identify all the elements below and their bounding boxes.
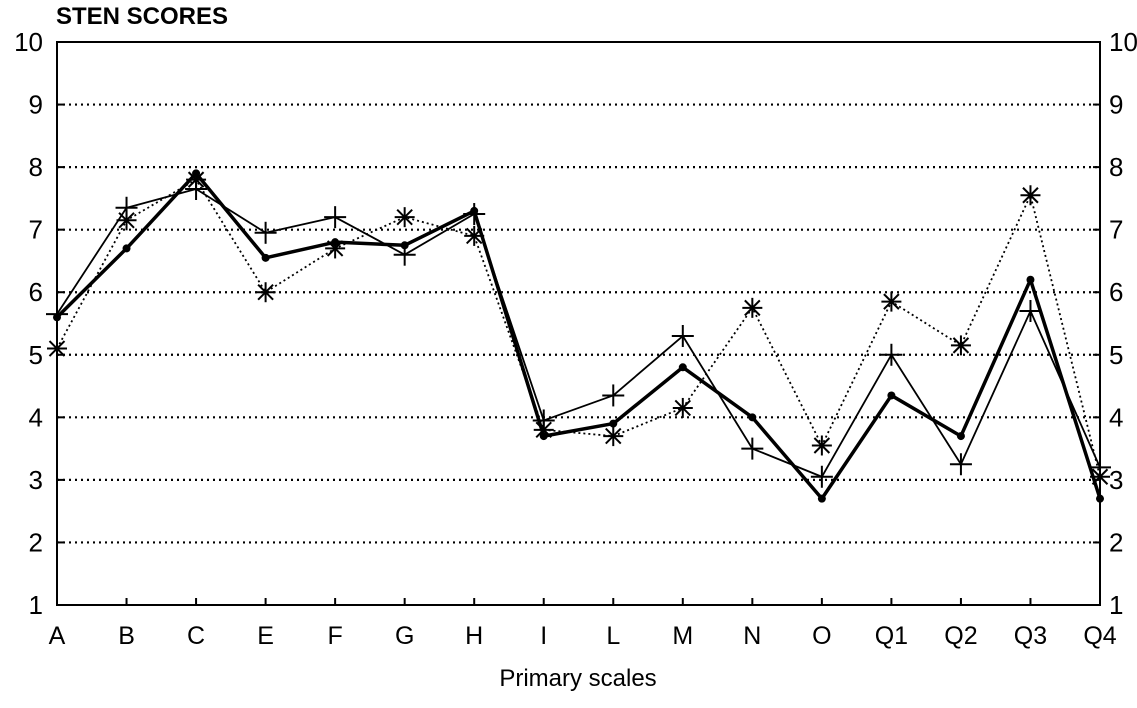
series-3-point — [533, 419, 554, 440]
series-3-point — [603, 426, 624, 447]
y-tick-label-right: 6 — [1109, 277, 1123, 307]
ast-d2 — [396, 208, 413, 226]
x-tick-label: A — [49, 622, 66, 650]
series-3-point — [325, 238, 346, 259]
x-tick-label: F — [327, 622, 342, 650]
series-3-line — [56, 178, 1101, 477]
y-tick-label-left: 8 — [29, 152, 43, 182]
x-tick-label: I — [540, 622, 547, 650]
y-tick-label-left: 2 — [29, 527, 43, 557]
series-2-point — [949, 453, 972, 476]
y-tick-label-right: 1 — [1109, 590, 1123, 620]
y-tick-label-right: 7 — [1109, 215, 1123, 245]
y-tick-label-right: 3 — [1109, 465, 1123, 495]
x-tick-label: Q1 — [875, 622, 908, 650]
series-2-point — [1019, 299, 1042, 322]
ast-d2 — [744, 299, 761, 317]
series-3-point — [255, 282, 276, 303]
x-tick-label: B — [118, 622, 135, 650]
series-3-point — [1020, 185, 1041, 206]
x-tick-label: H — [465, 622, 483, 650]
plot-frame — [56, 41, 1101, 606]
x-tick-label: O — [812, 622, 831, 650]
x-tick-label: Q3 — [1014, 622, 1047, 650]
x-tick-label: G — [395, 622, 414, 650]
series-1-point — [1026, 275, 1035, 284]
y-tick-label-right: 9 — [1109, 90, 1123, 120]
series-1-point — [678, 363, 687, 372]
x-tick-label: E — [257, 622, 274, 650]
y-tick-label-left: 9 — [29, 90, 43, 120]
series-2-point — [741, 437, 764, 460]
series-3-point — [394, 207, 415, 228]
x-tick-label: C — [187, 622, 205, 650]
ast-d2 — [605, 427, 622, 445]
series-2-point — [324, 206, 347, 229]
y-tick-label-right: 8 — [1109, 152, 1123, 182]
ast-d2 — [48, 340, 66, 357]
x-tick-label: M — [672, 622, 693, 650]
y-tick-label-right: 2 — [1109, 527, 1123, 557]
series-3-point — [47, 338, 67, 359]
series-3-point — [950, 335, 971, 356]
series-2-point — [671, 325, 694, 348]
y-tick-label-left: 5 — [29, 340, 43, 370]
series-3-point — [1090, 466, 1110, 487]
y-tick-label-right: 5 — [1109, 340, 1123, 370]
series-1-point — [1096, 494, 1104, 503]
ast-d2 — [883, 293, 900, 310]
ast-d2 — [465, 227, 483, 245]
y-tick-label-left: 10 — [14, 27, 43, 57]
y-tick-label-left: 6 — [29, 277, 43, 307]
y-tick-label-left: 1 — [29, 590, 43, 620]
series-1-point — [887, 391, 896, 400]
x-tick-label: L — [606, 622, 620, 650]
series-3-point — [464, 225, 485, 246]
series-3-point — [742, 297, 763, 318]
series-2-line — [56, 188, 1101, 478]
series-2-point — [393, 243, 416, 266]
ast-d2 — [187, 171, 205, 188]
series-3-point — [186, 169, 207, 190]
series-1-point — [609, 419, 618, 428]
ast-d2 — [257, 284, 274, 301]
x-tick-label: Q4 — [1083, 622, 1116, 650]
series-3-point — [881, 291, 902, 312]
ast-d2 — [813, 437, 831, 454]
series-1-point — [956, 432, 965, 441]
ast-d2 — [674, 399, 692, 417]
series-2-point — [254, 221, 277, 244]
series-3-point — [672, 397, 693, 418]
series-2-point — [602, 384, 625, 407]
y-tick-label-left: 4 — [29, 402, 43, 432]
y-tick-label-right: 10 — [1109, 27, 1137, 57]
ast-d2 — [326, 240, 344, 257]
x-tick-label: Q2 — [944, 622, 977, 650]
y-tick-label-left: 3 — [29, 465, 43, 495]
series-1-point — [748, 413, 757, 422]
series-1-point — [261, 253, 270, 262]
y-tick-label-left: 7 — [29, 215, 43, 245]
series-1-line — [55, 171, 1102, 501]
x-axis-label: Primary scales — [499, 665, 656, 692]
ast-d2 — [1091, 468, 1109, 485]
series-2-point — [810, 465, 833, 488]
ast-d2 — [1022, 187, 1039, 204]
chart-title: STEN SCORES — [56, 3, 228, 30]
series-3-point — [811, 435, 832, 456]
series-1-point — [122, 244, 131, 253]
series-2-point — [46, 303, 68, 326]
ast-d2 — [535, 421, 552, 439]
series-3-point — [116, 210, 137, 231]
grid — [57, 103, 1100, 544]
series-2-point — [880, 343, 903, 366]
series-2-point — [463, 203, 486, 226]
series-1-point — [817, 494, 826, 503]
y-tick-label-right: 4 — [1109, 402, 1123, 432]
ast-d2 — [118, 212, 135, 229]
x-tick-label: N — [743, 622, 761, 650]
ast-d2 — [952, 337, 970, 354]
